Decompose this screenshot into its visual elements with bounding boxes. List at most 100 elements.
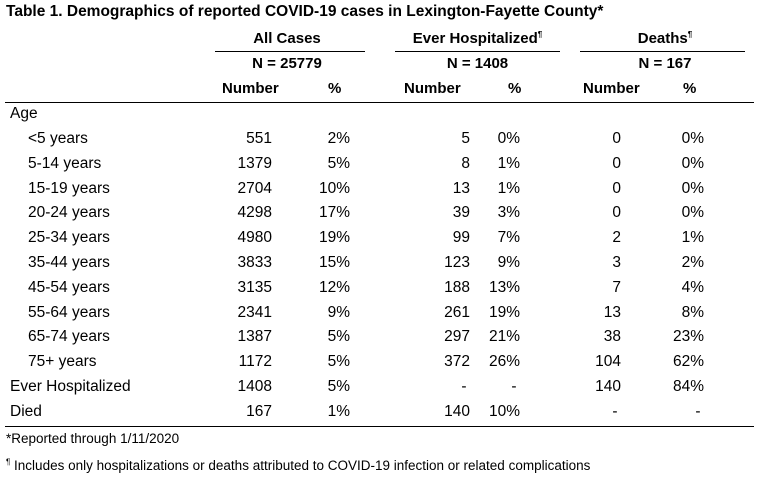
footnote-mark: ¶ xyxy=(537,30,543,39)
header-ever-hospitalized: Ever Hospitalized¶ xyxy=(395,30,560,47)
cell-hosp-pct: 26% xyxy=(488,353,520,371)
cell-hosp-pct: - xyxy=(511,378,517,395)
header-rule xyxy=(5,102,754,103)
group-name: All Cases xyxy=(253,30,321,47)
cell-all-number: 551 xyxy=(246,130,272,147)
row-label: 75+ years xyxy=(28,353,97,371)
group-underline xyxy=(580,51,745,52)
cell-all-pct: 15% xyxy=(318,254,350,271)
table-title: Table 1. Demographics of reported COVID-… xyxy=(6,3,604,20)
cell-all-number: 1379 xyxy=(237,154,272,172)
header-all-cases: All Cases xyxy=(212,30,362,47)
footnote-text: Includes only hospitalizations or deaths… xyxy=(10,458,591,473)
cell-all-pct: 5% xyxy=(327,378,350,395)
row-label: 15-19 years xyxy=(28,179,110,197)
table-row: Died 167 1% 140 10% - - xyxy=(0,403,768,428)
group-underline xyxy=(395,51,560,52)
table-row: 25-34 years 4980 19% 99 7% 2 1% xyxy=(0,229,768,254)
footnote-mark: ¶ xyxy=(6,457,11,467)
col-number: Number xyxy=(404,80,461,97)
cell-all-pct: 17% xyxy=(318,204,350,222)
cell-all-number: 2341 xyxy=(237,303,272,321)
table-row: 75+ years 1172 5% 372 26% 104 62% xyxy=(0,353,768,378)
cell-deaths-number: 0 xyxy=(612,179,621,197)
cell-deaths-number: - xyxy=(612,402,618,420)
cell-hosp-number: 188 xyxy=(444,278,470,296)
section-label-row: Age xyxy=(0,105,768,130)
cell-all-pct: 9% xyxy=(327,303,350,321)
cell-deaths-number: 0 xyxy=(612,154,621,172)
row-label: Died xyxy=(10,402,42,420)
n-all-cases: N = 25779 xyxy=(252,55,322,72)
row-label: 35-44 years xyxy=(28,254,110,271)
table-row: <5 years 551 2% 5 0% 0 0% xyxy=(0,130,768,155)
cell-deaths-pct: 84% xyxy=(672,378,704,395)
cell-hosp-number: 99 xyxy=(452,229,470,247)
cell-deaths-number: 3 xyxy=(612,254,621,271)
cell-deaths-pct: 0% xyxy=(681,154,704,172)
cell-hosp-pct: 3% xyxy=(497,204,520,222)
cell-deaths-number: 104 xyxy=(595,353,621,371)
cell-all-pct: 19% xyxy=(318,229,350,247)
col-number: Number xyxy=(583,80,640,97)
cell-deaths-pct: 1% xyxy=(681,229,704,247)
cell-deaths-number: 2 xyxy=(612,229,621,247)
cell-hosp-pct: 21% xyxy=(488,328,520,346)
group-name: Deaths xyxy=(637,30,688,47)
cell-hosp-pct: 0% xyxy=(497,130,520,147)
cell-all-number: 1408 xyxy=(237,378,272,395)
row-label: <5 years xyxy=(28,130,88,147)
cell-deaths-number: 38 xyxy=(603,328,621,346)
row-label: 45-54 years xyxy=(28,278,110,296)
cell-hosp-number: 372 xyxy=(444,353,470,371)
cell-deaths-pct: 2% xyxy=(681,254,704,271)
cell-all-pct: 2% xyxy=(327,130,350,147)
cell-hosp-pct: 1% xyxy=(497,154,520,172)
col-pct: % xyxy=(683,80,697,97)
cell-all-number: 3833 xyxy=(237,254,272,271)
column-header-row: Number % Number % Number % xyxy=(0,80,768,105)
header-deaths: Deaths¶ xyxy=(590,30,740,47)
row-label: Ever Hospitalized xyxy=(10,378,131,395)
col-pct: % xyxy=(508,80,522,97)
cell-hosp-number: - xyxy=(461,378,467,395)
cell-hosp-pct: 13% xyxy=(488,278,520,296)
cell-hosp-pct: 7% xyxy=(497,229,520,247)
cell-deaths-pct: 4% xyxy=(681,278,704,296)
cell-deaths-number: 7 xyxy=(612,278,621,296)
cell-all-number: 167 xyxy=(246,402,272,420)
cell-all-pct: 1% xyxy=(327,402,350,420)
table-row: 35-44 years 3833 15% 123 9% 3 2% xyxy=(0,254,768,279)
cell-hosp-number: 261 xyxy=(444,303,470,321)
cell-hosp-number: 13 xyxy=(452,179,470,197)
cell-all-number: 1387 xyxy=(237,328,272,346)
cell-hosp-pct: 19% xyxy=(488,303,520,321)
cell-hosp-number: 140 xyxy=(444,402,470,420)
row-label: 25-34 years xyxy=(28,229,110,247)
table-row: Ever Hospitalized 1408 5% - - 140 84% xyxy=(0,378,768,403)
table-row: 15-19 years 2704 10% 13 1% 0 0% xyxy=(0,180,768,205)
table-row: 45-54 years 3135 12% 188 13% 7 4% xyxy=(0,279,768,304)
table-row: 5-14 years 1379 5% 8 1% 0 0% xyxy=(0,155,768,180)
cell-deaths-number: 0 xyxy=(612,130,621,147)
cell-deaths-pct: 8% xyxy=(681,303,704,321)
cell-hosp-number: 297 xyxy=(444,328,470,346)
cell-all-pct: 5% xyxy=(327,328,350,346)
table-row: 55-64 years 2341 9% 261 19% 13 8% xyxy=(0,304,768,329)
n-ever-hospitalized: N = 1408 xyxy=(446,55,509,72)
cell-deaths-number: 140 xyxy=(595,378,621,395)
cell-deaths-number: 0 xyxy=(612,204,621,222)
cell-hosp-number: 8 xyxy=(461,154,470,172)
cell-all-pct: 10% xyxy=(318,179,350,197)
cell-hosp-pct: 10% xyxy=(488,402,520,420)
row-label: 20-24 years xyxy=(28,204,110,222)
cell-hosp-pct: 9% xyxy=(497,254,520,271)
cell-deaths-pct: 62% xyxy=(672,353,704,371)
cell-all-pct: 12% xyxy=(318,278,350,296)
cell-hosp-number: 39 xyxy=(452,204,470,222)
col-number: Number xyxy=(222,80,279,97)
cell-deaths-number: 13 xyxy=(603,303,621,321)
bottom-rule xyxy=(5,426,754,427)
row-label: 5-14 years xyxy=(28,154,102,172)
cell-deaths-pct: - xyxy=(695,402,701,420)
